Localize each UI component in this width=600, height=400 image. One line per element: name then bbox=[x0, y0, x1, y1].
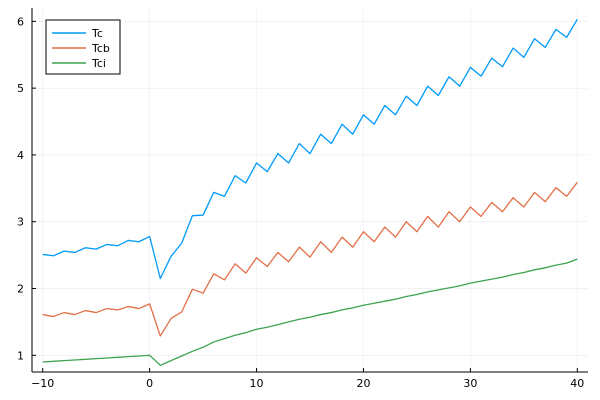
x-tick-label: 10 bbox=[250, 377, 264, 390]
tick-labels: −10 0 10 20 30 40 1 2 3 4 5 6 bbox=[17, 15, 584, 390]
series-layer bbox=[42, 19, 578, 366]
x-tick-label: 40 bbox=[570, 377, 584, 390]
y-tick-label: 2 bbox=[17, 283, 24, 296]
legend-label-tcb: Tcb bbox=[91, 42, 110, 55]
x-tick-label: 20 bbox=[356, 377, 370, 390]
legend-label-tc: Tc bbox=[91, 27, 103, 40]
grid bbox=[32, 8, 588, 372]
series-line-tci bbox=[42, 258, 578, 366]
y-tick-label: 6 bbox=[17, 15, 24, 28]
axes bbox=[31, 8, 588, 373]
x-tick-label: −10 bbox=[31, 377, 54, 390]
series-line-tc bbox=[42, 19, 578, 280]
legend: Tc Tcb Tci bbox=[45, 19, 121, 75]
y-tick-label: 3 bbox=[17, 216, 24, 229]
y-tick-label: 4 bbox=[17, 149, 24, 162]
legend-box bbox=[45, 19, 121, 75]
legend-label-tci: Tci bbox=[91, 57, 106, 70]
y-tick-label: 1 bbox=[17, 349, 24, 362]
series-line-tcb bbox=[42, 181, 578, 337]
x-tick-label: 0 bbox=[146, 377, 153, 390]
x-tick-label: 30 bbox=[463, 377, 477, 390]
y-tick-label: 5 bbox=[17, 82, 24, 95]
